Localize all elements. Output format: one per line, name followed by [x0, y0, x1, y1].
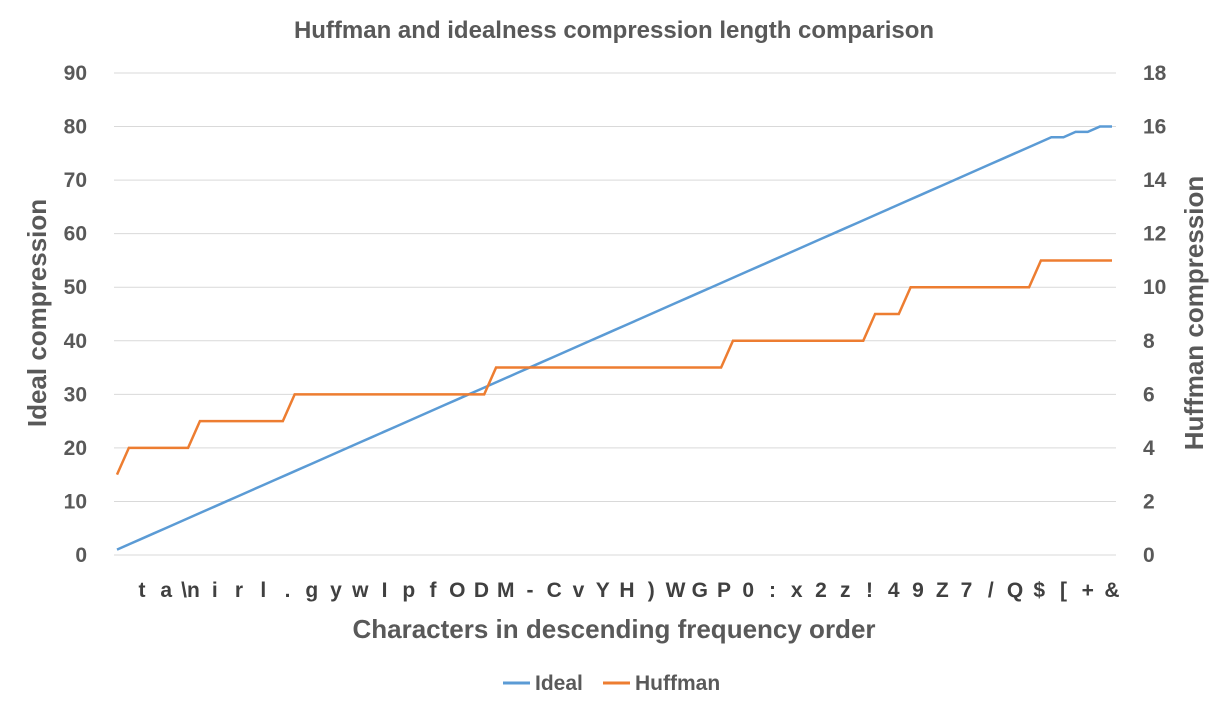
x-tick-label: M [497, 579, 515, 602]
x-tick-label: r [235, 579, 243, 602]
x-tick-label: l [260, 579, 266, 602]
gridlines [114, 72, 1116, 502]
x-tick-label: x [791, 579, 803, 602]
x-tick-label: $ [1033, 579, 1045, 602]
x-tick-label: \n [181, 579, 200, 602]
x-tick-label: [ [1060, 579, 1067, 602]
y-right-tick-label: 8 [1143, 330, 1155, 353]
x-axis-title: Characters in descending frequency order [352, 614, 875, 644]
y-right-tick-label: 6 [1143, 383, 1155, 406]
x-tick-label: w [351, 579, 369, 602]
legend-label-ideal: Ideal [535, 672, 583, 695]
x-tick-label: C [547, 579, 562, 602]
x-tick-label: I [382, 579, 388, 602]
legend: Ideal Huffman [503, 672, 720, 695]
y-left-tick-label: 0 [75, 544, 87, 567]
x-tick-label: Z [936, 579, 949, 602]
x-tick-label: p [402, 579, 415, 602]
chart-title: Huffman and idealness compression length… [294, 17, 934, 44]
series-line-ideal [116, 125, 1112, 551]
x-tick-label: Q [1007, 579, 1023, 602]
y-left-tick-label: 50 [64, 276, 87, 299]
x-tick-label: / [988, 579, 994, 602]
y-left-tick-label: 10 [64, 490, 87, 513]
y-right-tick-label: 12 [1143, 223, 1166, 246]
y-axis-right-title: Huffman compression [1179, 176, 1209, 451]
x-tick-label: 4 [888, 579, 900, 602]
y-left-tick-label: 70 [64, 169, 87, 192]
y-left-tick-label: 40 [64, 330, 87, 353]
y-axis-left-title: Ideal compression [22, 199, 52, 427]
x-tick-label: y [330, 579, 342, 602]
left-y-axis-ticks: 0 10 20 30 40 50 60 70 80 90 [64, 62, 87, 567]
x-tick-label: . [285, 579, 291, 602]
x-tick-label: 7 [961, 579, 973, 602]
x-tick-label: & [1104, 579, 1119, 602]
y-right-tick-label: 4 [1143, 437, 1155, 460]
y-right-tick-label: 16 [1143, 116, 1166, 139]
x-tick-label: ) [648, 579, 655, 602]
x-tick-label: P [717, 579, 731, 602]
x-tick-label: t [139, 579, 146, 602]
x-tick-label: - [527, 579, 534, 602]
x-tick-label: a [160, 579, 172, 602]
y-right-tick-label: 0 [1143, 544, 1155, 567]
x-tick-label: Y [596, 579, 610, 602]
x-tick-label: z [840, 579, 851, 602]
y-left-tick-label: 80 [64, 116, 87, 139]
x-tick-label: 9 [912, 579, 924, 602]
x-tick-label: ! [866, 579, 873, 602]
y-left-tick-label: 90 [64, 62, 87, 85]
x-tick-label: 2 [815, 579, 827, 602]
x-tick-label: H [619, 579, 634, 602]
x-tick-label: f [430, 579, 438, 602]
x-tick-label: 0 [742, 579, 754, 602]
x-tick-label: g [305, 579, 318, 602]
x-tick-label: W [666, 579, 686, 602]
y-right-tick-label: 14 [1143, 169, 1167, 192]
x-tick-label: : [769, 579, 776, 602]
legend-label-huffman: Huffman [635, 672, 720, 695]
y-right-tick-label: 2 [1143, 490, 1155, 513]
x-tick-label: D [474, 579, 489, 602]
y-left-tick-label: 60 [64, 223, 87, 246]
y-right-tick-label: 18 [1143, 62, 1167, 85]
y-left-tick-label: 20 [64, 437, 87, 460]
x-tick-label: + [1082, 579, 1094, 602]
series-line-huffman [115, 259, 1112, 476]
x-tick-label: G [692, 579, 708, 602]
x-tick-label: v [573, 579, 585, 602]
x-tick-label: O [449, 579, 465, 602]
y-left-tick-label: 30 [64, 383, 87, 406]
x-tick-label: i [212, 579, 218, 602]
right-y-axis-ticks: 0 2 4 6 8 10 12 14 16 18 [1143, 62, 1167, 567]
y-right-tick-label: 10 [1143, 276, 1166, 299]
